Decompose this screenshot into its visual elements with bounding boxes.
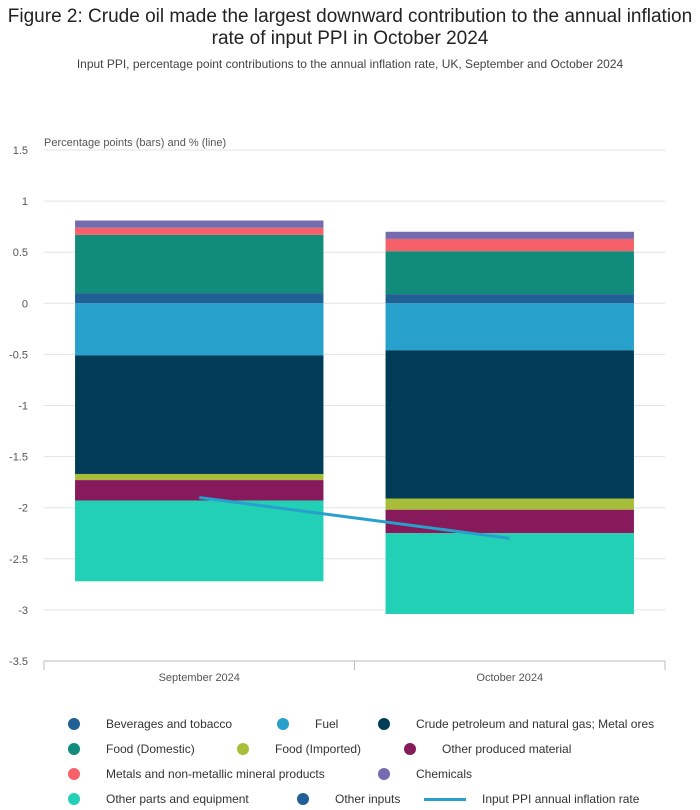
bar-segment-crude-petroleum-and-natural-gas-metal-ores	[75, 355, 324, 474]
legend-label: Crude petroleum and natural gas; Metal o…	[416, 717, 655, 731]
y-tick-label: -0.5	[9, 349, 28, 361]
legend-label: Food (Imported)	[275, 742, 362, 756]
legend-item: Other parts and equipment	[68, 792, 249, 806]
legend-swatch	[237, 743, 249, 755]
y-tick-label: -1.5	[9, 452, 28, 464]
legend-swatch	[297, 793, 309, 805]
bar-segment-chemicals	[385, 231, 634, 239]
legend-swatch	[378, 768, 390, 780]
legend-swatch	[68, 768, 80, 780]
legend-item: Input PPI annual inflation rate	[424, 792, 639, 806]
bar-segment-beverages-and-tobacco	[385, 294, 634, 304]
bar-segment-fuel	[75, 303, 324, 356]
x-tick-label: October 2024	[476, 672, 543, 684]
legend-item: Chemicals	[378, 767, 472, 781]
bar-segment-other-produced-material	[385, 509, 634, 534]
y-tick-label: 0	[22, 298, 28, 310]
bar-segment-beverages-and-tobacco	[75, 293, 324, 304]
legend-item: Other produced material	[404, 742, 571, 756]
bar-segment-chemicals	[75, 220, 324, 228]
legend-swatch	[404, 743, 416, 755]
legend-swatch	[378, 718, 390, 730]
legend-swatch	[68, 718, 80, 730]
bar-segment-crude-petroleum-and-natural-gas-metal-ores	[385, 350, 634, 499]
legend-label: Metals and non-metallic mineral products	[106, 767, 325, 781]
legend-swatch	[277, 718, 289, 730]
y-tick-label: -3	[18, 605, 28, 617]
bar-segment-metals-and-non-metallic-mineral-products	[75, 227, 324, 235]
y-tick-label: -3.5	[9, 656, 28, 668]
legend-label: Other produced material	[442, 742, 572, 756]
legend-swatch	[68, 793, 80, 805]
bar-segment-other-parts-and-equipment	[385, 533, 634, 614]
y-tick-label: -1	[18, 401, 28, 413]
y-tick-label: 1.5	[13, 145, 28, 157]
bar-segment-food-domestic	[385, 251, 634, 295]
chart-canvas: Percentage points (bars) and % (line) 1.5…	[9, 137, 666, 684]
bar-segment-food-imported	[75, 473, 324, 481]
inflation-rate-line	[199, 495, 510, 540]
legend-label: Chemicals	[416, 767, 473, 781]
legend-item: Beverages and tobacco	[68, 717, 232, 731]
legend-label: Fuel	[315, 717, 339, 731]
legend-label: Beverages and tobacco	[106, 717, 233, 731]
legend-swatch	[68, 743, 80, 755]
legend-line-swatch	[424, 797, 466, 801]
y-axis-label: Percentage points (bars) and % (line)	[44, 137, 226, 149]
legend-label: Other parts and equipment	[106, 792, 249, 806]
legend-item: Metals and non-metallic mineral products	[68, 767, 325, 781]
y-tick-label: -2	[18, 503, 28, 515]
bar-segment-metals-and-non-metallic-mineral-products	[385, 238, 634, 252]
legend-item: Crude petroleum and natural gas; Metal o…	[378, 717, 654, 731]
y-tick-label: 0.5	[13, 247, 28, 259]
bar-segment-food-imported	[385, 498, 634, 510]
y-tick-label: 1	[22, 196, 28, 208]
legend-label: Food (Domestic)	[106, 742, 195, 756]
chart-subtitle: Input PPI, percentage point contribution…	[76, 57, 624, 71]
legend-label: Input PPI annual inflation rate	[482, 792, 640, 806]
x-tick-label: September 2024	[159, 672, 240, 684]
legend-item: Fuel	[277, 717, 338, 731]
chart-title: Figure 2: Crude oil made the largest dow…	[7, 6, 693, 49]
bar-segment-food-domestic	[75, 234, 324, 294]
bar-segment-fuel	[385, 303, 634, 351]
bar-segment-other-produced-material	[75, 480, 324, 501]
legend-item: Food (Imported)	[237, 742, 361, 756]
legend-label: Other inputs	[335, 792, 401, 806]
legend-item: Other inputs	[297, 792, 400, 806]
bar-segment-other-parts-and-equipment	[75, 500, 324, 582]
legend-item: Food (Domestic)	[68, 742, 195, 756]
y-tick-label: -2.5	[9, 554, 28, 566]
